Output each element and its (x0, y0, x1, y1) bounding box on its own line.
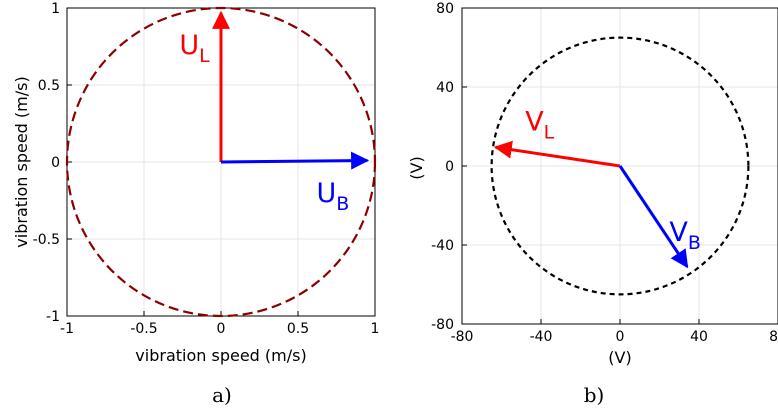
vector-label: VL (525, 106, 554, 143)
panel-a-vectors: UL UB (179, 10, 370, 215)
vector-v-b-arrow (618, 165, 689, 269)
y-tick-label: -40 (431, 238, 454, 254)
panel-b-caption: b) (584, 383, 605, 407)
y-tick-label: 0 (445, 159, 454, 175)
panel-b-y-axis-label: (V) (407, 156, 426, 179)
y-tick-label: 40 (436, 80, 454, 96)
panel-a-unit-circle (65, 6, 377, 318)
vector-label: VB (669, 217, 701, 254)
x-tick-label: -40 (530, 329, 553, 345)
panel-a-x-ticks: -1 -0.5 0 0.5 1 (60, 311, 379, 337)
y-tick-label: 1 (51, 1, 60, 17)
y-tick-label: 0.5 (38, 78, 60, 94)
panel-b: -80 -40 0 40 80 80 40 0 -40 -80 VL VB (V) (V) b) (407, 1, 778, 407)
panel-b-x-ticks: -80 -40 0 40 80 (451, 319, 778, 345)
panel-b-circle (490, 36, 750, 296)
vector-u-b-arrow (220, 151, 370, 170)
x-tick-label: 0.5 (287, 321, 309, 337)
y-tick-label: -0.5 (33, 232, 60, 248)
panel-b-y-ticks: 80 40 0 -40 -80 (431, 1, 467, 333)
panel-a-x-axis-label: vibration speed (m/s) (135, 346, 306, 365)
panel-a-y-ticks: 1 0.5 0 -0.5 -1 (33, 1, 72, 325)
panel-b-vectors: VL VB (493, 106, 701, 269)
x-tick-label: -0.5 (130, 321, 157, 337)
vector-v-l-arrow (493, 140, 621, 168)
vector-label: UL (179, 30, 210, 67)
x-tick-label: 80 (769, 329, 778, 345)
y-tick-label: -80 (431, 317, 454, 333)
x-tick-label: 1 (371, 321, 380, 337)
x-tick-label: -80 (451, 329, 474, 345)
panel-a-caption: a) (212, 383, 232, 407)
panel-b-x-axis-label: (V) (608, 348, 631, 367)
x-tick-label: 40 (690, 329, 708, 345)
y-tick-label: -1 (46, 309, 60, 325)
y-tick-label: 80 (436, 1, 454, 17)
x-tick-label: -1 (60, 321, 74, 337)
panel-a-y-axis-label: vibration speed (m/s) (12, 76, 31, 247)
x-tick-label: 0 (217, 321, 226, 337)
x-tick-label: 0 (616, 329, 625, 345)
y-tick-label: 0 (51, 155, 60, 171)
panel-a: -1 -0.5 0 0.5 1 1 0.5 0 -0.5 -1 UL UB vibration s… (12, 1, 379, 407)
vector-label: UB (316, 178, 349, 215)
